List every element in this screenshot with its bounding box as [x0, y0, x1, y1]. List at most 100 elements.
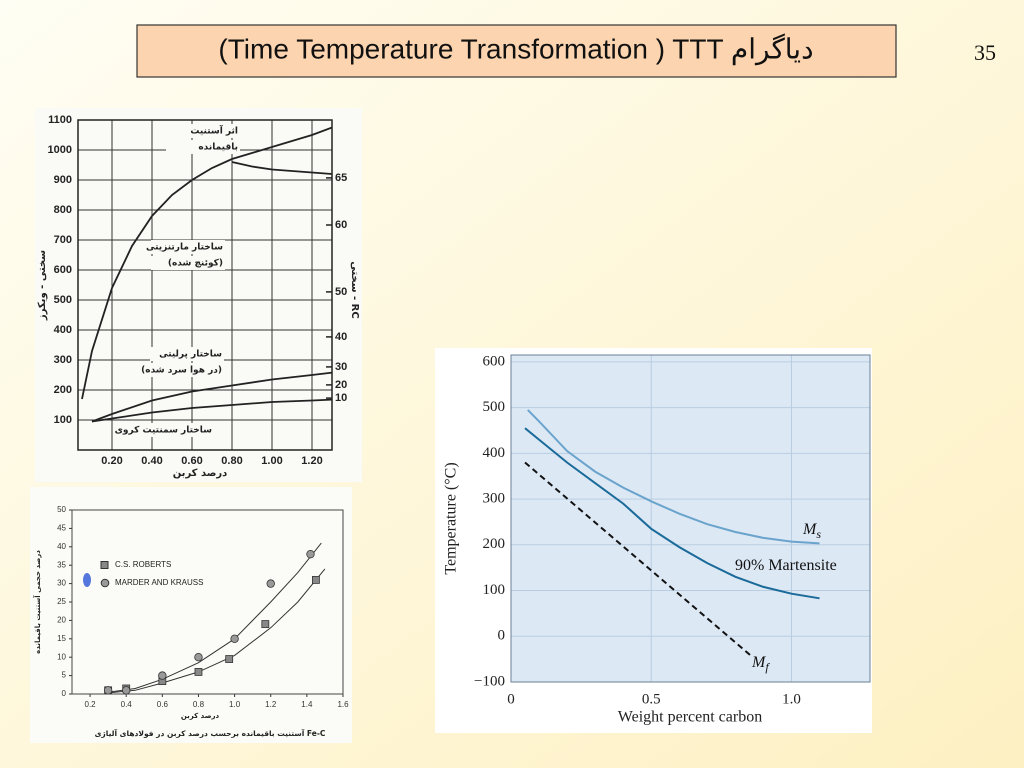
y-tick-label: 100: [483, 582, 506, 598]
ink-mark: [83, 573, 91, 587]
y-tick-label: 300: [54, 354, 72, 366]
x-tick-label: 0.80: [221, 455, 242, 467]
point: [121, 686, 131, 695]
y-tick-label: 0: [62, 689, 67, 698]
y-tick-label: 500: [54, 294, 72, 306]
y-tick-label: 1100: [48, 114, 72, 126]
caption: آستنیت باقیمانده برحسب درصد کربن در فولا…: [95, 728, 326, 738]
fit-curve: [108, 568, 326, 694]
y-tick-label: 40: [57, 542, 66, 551]
legend-label: MARDER AND KRAUSS: [115, 578, 203, 587]
x-tick-label: 0: [507, 691, 515, 707]
point: [230, 634, 239, 643]
axes-frame: [77, 119, 333, 451]
series-label: Ms: [802, 521, 821, 541]
y-tick-label: 50: [57, 505, 66, 514]
page-number: 35: [974, 40, 996, 65]
annotation: باقیمانده: [198, 143, 238, 153]
point: [194, 653, 203, 662]
series-subscript: s: [816, 527, 821, 541]
fit-curve: [108, 542, 322, 693]
y-tick-label: 10: [57, 652, 66, 661]
y-tick-label: 400: [483, 445, 506, 461]
x-tick-label: 0.2: [85, 700, 97, 709]
x-axis-label: Weight percent carbon: [618, 709, 762, 726]
point: [158, 671, 167, 680]
line-series: [524, 427, 820, 600]
legend-label: C.S. ROBERTS: [115, 560, 171, 569]
point: [194, 668, 203, 676]
x-tick-label: 0.5: [642, 691, 661, 707]
y-tick-label: 30: [57, 579, 66, 588]
series-label: Mf: [751, 654, 770, 674]
x-axis-label: درصد کربن: [173, 468, 228, 479]
x-tick-label: 1.0: [782, 691, 801, 707]
y2-tick-label: 20: [335, 379, 347, 391]
y2-tick-label: 50: [335, 286, 347, 298]
y2-tick-label: 60: [335, 219, 347, 231]
annotation: اثر آستنیت: [190, 125, 238, 137]
y-tick-label: 25: [57, 597, 66, 606]
y-tick-label: 600: [483, 353, 506, 369]
point: [103, 686, 113, 695]
y-tick-label: 100: [54, 414, 72, 426]
y-axis-label: سختی - ویکرز: [37, 250, 48, 321]
annotation-bg: [140, 423, 214, 437]
annotation-bg: [150, 363, 224, 377]
point: [225, 655, 234, 663]
chart-panel: [30, 487, 352, 743]
series-name: M: [751, 654, 767, 671]
annotation-bg: [150, 347, 224, 361]
y-tick-label: 20: [57, 616, 66, 625]
x-tick-label: 1.2: [265, 700, 277, 709]
y-tick-label: 400: [54, 324, 72, 336]
slide-title: (Time Temperature Transformation ) TTT د…: [218, 32, 813, 65]
series-subscript: f: [765, 660, 770, 674]
series-name: M: [802, 521, 818, 538]
annotation-bg: [151, 256, 225, 270]
y-tick-label: 200: [54, 384, 72, 396]
x-tick-label: 0.8: [193, 700, 205, 709]
y-tick-label: 600: [54, 264, 72, 276]
line-series: [81, 126, 333, 400]
annotation: ساختار مارتنزیتی: [146, 243, 223, 253]
line-series: [231, 161, 333, 175]
y2-axis-label: سختی - RC: [349, 261, 360, 318]
y-tick-label: 15: [57, 634, 66, 643]
annotation-bg: [166, 124, 240, 138]
annotation-bg: [151, 240, 225, 254]
x-tick-label: 1.20: [301, 455, 322, 467]
y-tick-label: 35: [57, 560, 66, 569]
annotation: ساختار سمنتیت کروی: [115, 426, 212, 436]
y-tick-label: 700: [54, 234, 72, 246]
axes-frame: [71, 509, 344, 695]
x-tick-label: 0.6: [157, 700, 169, 709]
y-tick-label: 0: [498, 628, 506, 644]
y-tick-label: 45: [57, 524, 66, 533]
line-series: [527, 409, 820, 545]
y-tick-label: 5: [62, 671, 67, 680]
x-tick-label: 0.60: [181, 455, 202, 467]
y2-tick-label: 40: [335, 331, 347, 343]
y-tick-label: 500: [483, 399, 506, 415]
y-axis-label: Temperature (°C): [443, 462, 460, 574]
series-name: 90% Martensite: [735, 557, 837, 574]
y2-tick-label: 30: [335, 361, 347, 373]
point: [261, 620, 270, 628]
x-tick-label: 1.00: [261, 455, 282, 467]
y-tick-label: 1000: [48, 144, 72, 156]
y2-tick-label: 10: [335, 392, 347, 404]
x-tick-label: 1.4: [301, 700, 313, 709]
point: [266, 579, 275, 588]
point: [311, 576, 320, 584]
y2-tick-label: 65: [335, 172, 347, 184]
legend-marker: [100, 578, 110, 588]
annotation-bg: [166, 140, 240, 154]
x-tick-label: 1.0: [229, 700, 241, 709]
x-tick-label: 0.20: [101, 455, 122, 467]
point: [306, 549, 315, 559]
annotation: ساختار پرلیتی: [159, 350, 222, 360]
y-tick-label: 300: [483, 491, 506, 507]
